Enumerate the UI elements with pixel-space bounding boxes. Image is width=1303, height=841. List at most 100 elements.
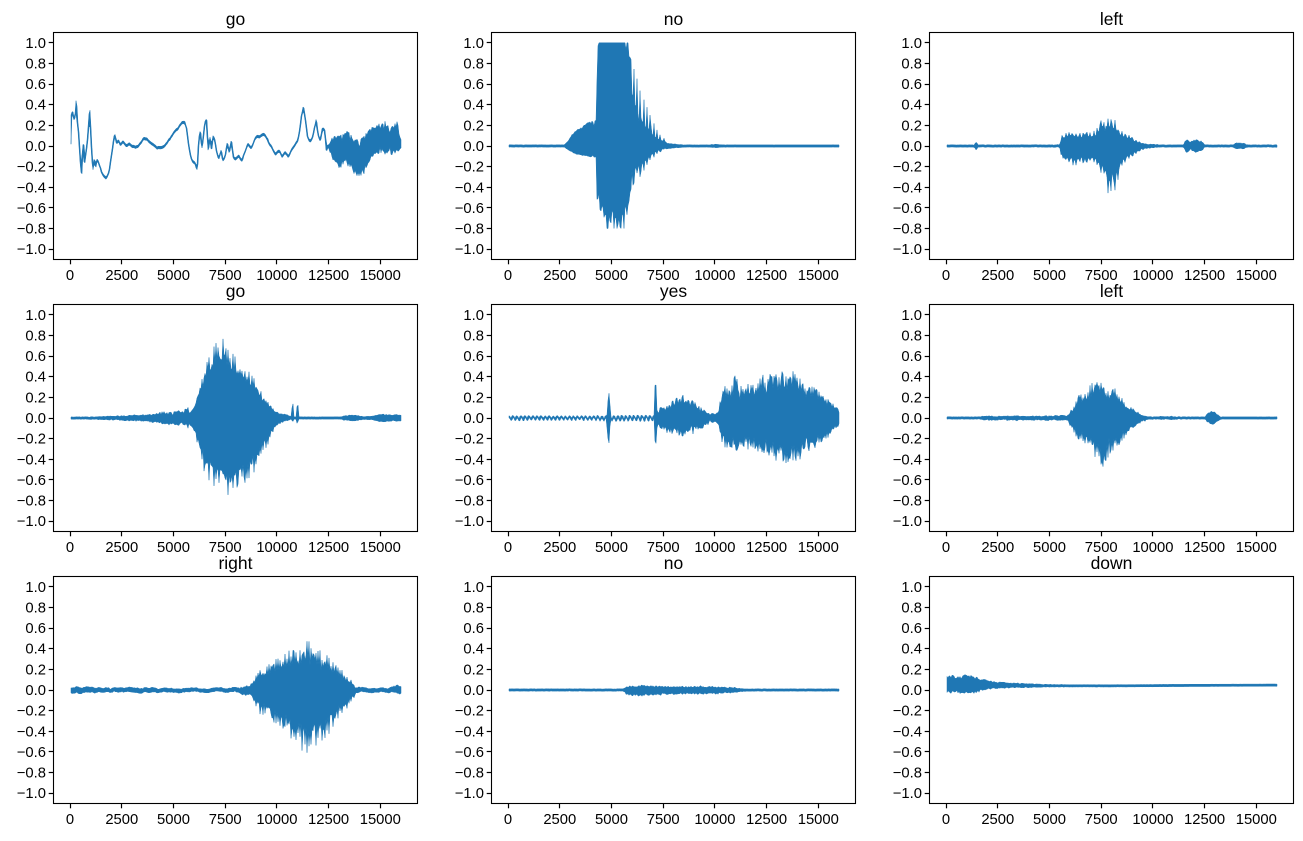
- svg-text:−0.6: −0.6: [893, 473, 922, 489]
- svg-text:0: 0: [504, 268, 512, 284]
- svg-text:5000: 5000: [157, 540, 190, 556]
- svg-text:15000: 15000: [1236, 268, 1277, 284]
- svg-text:1.0: 1.0: [463, 580, 484, 596]
- svg-text:−0.2: −0.2: [17, 432, 46, 448]
- svg-text:1.0: 1.0: [463, 36, 484, 52]
- svg-text:−1.0: −1.0: [893, 242, 922, 258]
- svg-text:12500: 12500: [308, 540, 349, 556]
- svg-text:12500: 12500: [308, 268, 349, 284]
- svg-text:down: down: [1091, 553, 1133, 573]
- svg-text:7500: 7500: [1085, 268, 1118, 284]
- svg-text:1.0: 1.0: [901, 580, 922, 596]
- svg-text:−0.6: −0.6: [455, 473, 484, 489]
- svg-text:−0.8: −0.8: [17, 494, 46, 510]
- svg-text:7500: 7500: [209, 812, 242, 828]
- svg-text:5000: 5000: [157, 268, 190, 284]
- svg-text:−1.0: −1.0: [455, 786, 484, 802]
- svg-text:0.2: 0.2: [463, 390, 484, 406]
- svg-text:12500: 12500: [1184, 812, 1225, 828]
- svg-text:−0.8: −0.8: [893, 494, 922, 510]
- svg-text:−1.0: −1.0: [893, 786, 922, 802]
- svg-text:2500: 2500: [105, 812, 138, 828]
- svg-text:0: 0: [504, 812, 512, 828]
- svg-text:2500: 2500: [105, 268, 138, 284]
- svg-text:10000: 10000: [256, 540, 297, 556]
- svg-text:−1.0: −1.0: [17, 786, 46, 802]
- svg-text:0.6: 0.6: [901, 349, 922, 365]
- svg-text:−0.6: −0.6: [893, 201, 922, 217]
- svg-text:0.4: 0.4: [463, 642, 484, 658]
- svg-text:−0.6: −0.6: [455, 745, 484, 761]
- svg-text:left: left: [1100, 281, 1123, 301]
- svg-text:−0.4: −0.4: [893, 180, 922, 196]
- svg-text:0: 0: [504, 540, 512, 556]
- svg-text:−1.0: −1.0: [455, 514, 484, 530]
- svg-text:−0.6: −0.6: [893, 745, 922, 761]
- svg-text:12500: 12500: [746, 812, 787, 828]
- svg-text:7500: 7500: [1085, 540, 1118, 556]
- svg-text:15000: 15000: [1236, 540, 1277, 556]
- svg-text:−0.2: −0.2: [893, 704, 922, 720]
- svg-text:0.2: 0.2: [463, 118, 484, 134]
- svg-text:12500: 12500: [1184, 540, 1225, 556]
- svg-text:0.8: 0.8: [25, 57, 46, 73]
- svg-text:5000: 5000: [595, 268, 628, 284]
- svg-text:0: 0: [66, 268, 74, 284]
- svg-text:2500: 2500: [981, 812, 1014, 828]
- svg-text:−0.8: −0.8: [455, 494, 484, 510]
- svg-text:0.6: 0.6: [25, 77, 46, 93]
- svg-text:0.2: 0.2: [901, 390, 922, 406]
- svg-text:12500: 12500: [308, 812, 349, 828]
- svg-text:2500: 2500: [543, 540, 576, 556]
- svg-text:0.8: 0.8: [463, 601, 484, 617]
- svg-text:−1.0: −1.0: [893, 514, 922, 530]
- svg-text:0.8: 0.8: [25, 329, 46, 345]
- svg-text:10000: 10000: [1132, 540, 1173, 556]
- svg-text:0.6: 0.6: [463, 621, 484, 637]
- svg-text:0.4: 0.4: [463, 98, 484, 114]
- svg-text:0.2: 0.2: [901, 662, 922, 678]
- svg-text:−0.8: −0.8: [893, 222, 922, 238]
- svg-text:0: 0: [942, 540, 950, 556]
- svg-text:1.0: 1.0: [463, 308, 484, 324]
- svg-text:7500: 7500: [209, 540, 242, 556]
- svg-text:−0.6: −0.6: [17, 473, 46, 489]
- svg-text:0: 0: [66, 540, 74, 556]
- svg-text:0.8: 0.8: [901, 329, 922, 345]
- svg-text:10000: 10000: [1132, 268, 1173, 284]
- svg-text:0.0: 0.0: [25, 139, 46, 155]
- svg-text:5000: 5000: [1033, 540, 1066, 556]
- svg-text:7500: 7500: [647, 540, 680, 556]
- svg-text:15000: 15000: [798, 812, 839, 828]
- svg-text:0.2: 0.2: [25, 662, 46, 678]
- svg-text:7500: 7500: [647, 812, 680, 828]
- svg-text:0.2: 0.2: [463, 662, 484, 678]
- svg-text:0.4: 0.4: [463, 370, 484, 386]
- svg-text:7500: 7500: [209, 268, 242, 284]
- svg-text:−0.6: −0.6: [17, 201, 46, 217]
- svg-text:0.6: 0.6: [25, 349, 46, 365]
- svg-text:−0.2: −0.2: [455, 160, 484, 176]
- svg-text:0.4: 0.4: [901, 370, 922, 386]
- svg-text:10000: 10000: [694, 540, 735, 556]
- svg-text:10000: 10000: [256, 268, 297, 284]
- svg-text:0.2: 0.2: [25, 390, 46, 406]
- svg-text:−1.0: −1.0: [17, 514, 46, 530]
- svg-text:5000: 5000: [595, 540, 628, 556]
- svg-text:0.2: 0.2: [901, 118, 922, 134]
- svg-text:1.0: 1.0: [25, 580, 46, 596]
- svg-text:0.4: 0.4: [25, 642, 46, 658]
- svg-text:−0.2: −0.2: [17, 160, 46, 176]
- svg-text:−0.2: −0.2: [893, 432, 922, 448]
- svg-text:right: right: [218, 553, 252, 573]
- svg-text:1.0: 1.0: [25, 36, 46, 52]
- svg-text:10000: 10000: [256, 812, 297, 828]
- svg-text:0.0: 0.0: [463, 683, 484, 699]
- svg-text:0.0: 0.0: [463, 139, 484, 155]
- svg-text:left: left: [1100, 9, 1123, 29]
- svg-text:0.0: 0.0: [25, 683, 46, 699]
- svg-text:−0.8: −0.8: [455, 222, 484, 238]
- svg-text:−0.6: −0.6: [17, 745, 46, 761]
- svg-text:go: go: [226, 9, 245, 29]
- svg-text:0: 0: [66, 812, 74, 828]
